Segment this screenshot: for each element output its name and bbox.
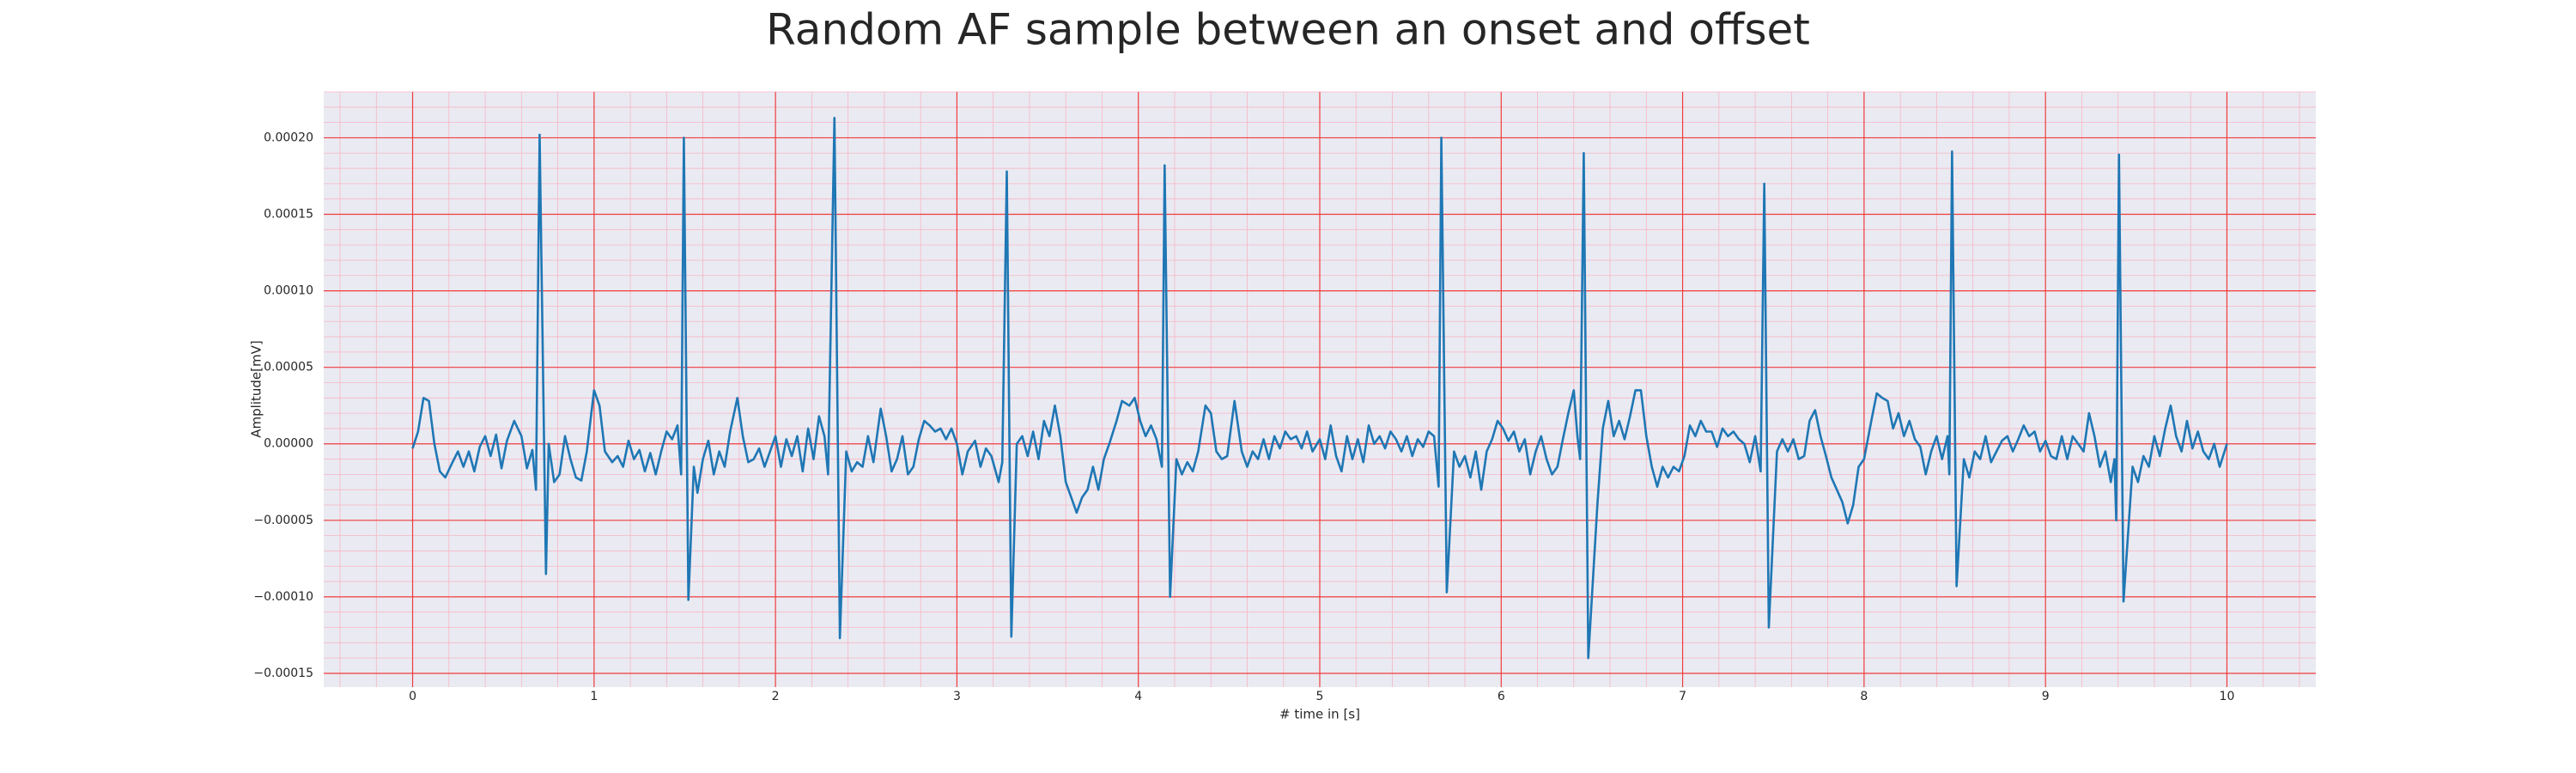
y-tick-label: −0.00015 <box>253 666 313 680</box>
y-tick-label: 0.00000 <box>264 437 313 451</box>
x-tick-label: 9 <box>2042 690 2050 703</box>
y-tick-label: 0.00005 <box>264 361 313 374</box>
y-tick-label: 0.00010 <box>264 284 313 298</box>
x-tick-label: 0 <box>409 690 416 703</box>
x-tick-label: 4 <box>1134 690 1142 703</box>
chart-title: Random AF sample between an onset and of… <box>766 5 1810 55</box>
x-tick-label: 7 <box>1679 690 1686 703</box>
x-tick-label: 10 <box>2220 690 2235 703</box>
signal-line <box>411 116 2228 660</box>
y-axis-label: Amplitude[mV] <box>249 340 264 437</box>
y-tick-label: 0.00015 <box>264 208 313 222</box>
y-tick-label: −0.00010 <box>253 590 313 604</box>
x-tick-label: 1 <box>590 690 598 703</box>
x-tick-label: 6 <box>1498 690 1505 703</box>
x-tick-label: 5 <box>1316 690 1324 703</box>
x-tick-label: 2 <box>772 690 780 703</box>
y-tick-label: −0.00005 <box>253 514 313 527</box>
y-tick-label: 0.00020 <box>264 131 313 144</box>
x-tick-label: 8 <box>1860 690 1868 703</box>
x-tick-label: 3 <box>953 690 961 703</box>
x-axis-label: # time in [s] <box>1279 707 1360 722</box>
